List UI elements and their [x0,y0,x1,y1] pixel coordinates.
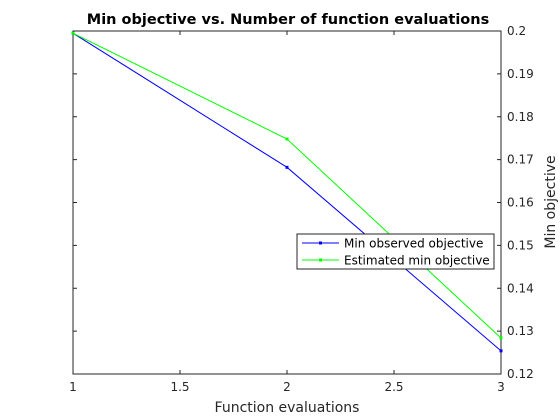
data-point [71,31,75,35]
x-tick-label: 1.5 [170,380,189,394]
y-tick-label: 0.16 [507,196,534,210]
y-axis: 0.2 0.19 0.18 0.17 0.16 0.15 0.14 0.13 0.12 [73,24,534,381]
y-tick-label: 0.15 [507,238,534,252]
y-axis-label: Min objective [543,155,559,248]
y-tick-label: 0.19 [507,67,534,81]
data-point [499,349,503,353]
legend-label-estimated-min: Estimated min objective [344,254,490,268]
data-point [285,165,289,169]
data-point [499,336,503,340]
y-tick-label: 0.2 [507,24,526,38]
y-tick-label: 0.17 [507,153,534,167]
y-tick-label: 0.14 [507,281,534,295]
plot-area [72,30,502,375]
legend-marker-min-observed [319,241,322,245]
x-tick-label: 1 [69,380,77,394]
y-tick-label: 0.18 [507,110,534,124]
legend-box [296,233,495,270]
x-tick-label: 2.5 [384,380,403,394]
x-axis: 1 1.5 2 2.5 3 [69,31,505,394]
y-tick-label: 0.12 [507,367,534,381]
x-tick-label: 2 [283,380,291,394]
legend-label-min-observed: Min observed objective [344,237,483,251]
chart-title: Min objective vs. Number of function eva… [87,12,489,28]
legend-marker-estimated-min [319,258,322,262]
series-layer [71,31,503,353]
x-tick-label: 3 [497,380,505,394]
legend: Min observed objective Estimated min obj… [296,233,495,270]
x-axis-label: Function evaluations [215,400,360,416]
data-point [285,137,289,141]
y-tick-label: 0.13 [507,324,534,338]
